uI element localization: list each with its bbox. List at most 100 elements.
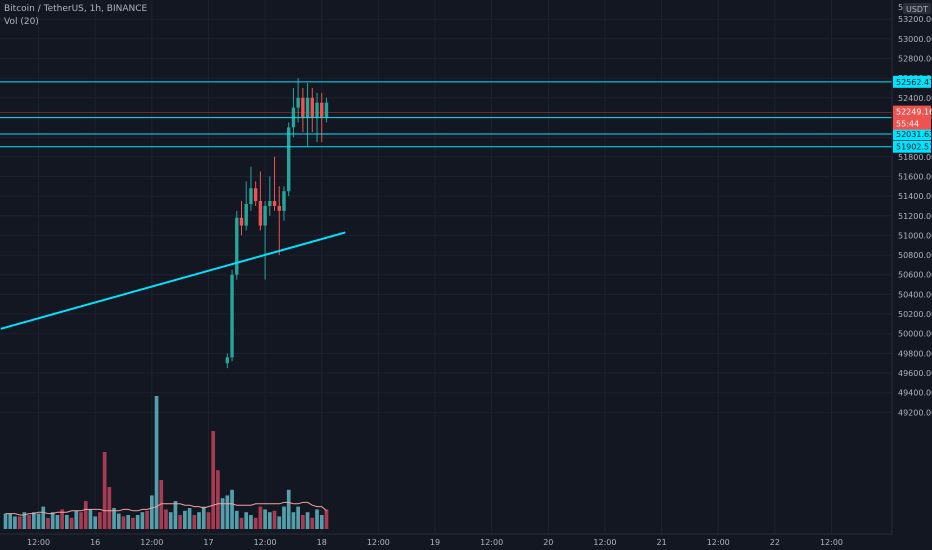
price-axis-bg [892, 0, 932, 550]
volume-bar [305, 512, 310, 529]
time-tick-label: 19 [430, 538, 440, 547]
volume-bar [93, 516, 98, 529]
price-level-tag-bg [893, 128, 931, 141]
volume-bar [286, 489, 291, 529]
price-tick-label: 50200.00 [898, 310, 932, 319]
price-tick-label: 51200.00 [898, 212, 932, 221]
volume-bar [216, 470, 220, 529]
volume-bar [41, 506, 46, 529]
price-tick-label: 49400.00 [898, 389, 932, 398]
price-level-tag-bg [893, 75, 931, 88]
volume-bar [8, 513, 13, 529]
volume-bar [88, 509, 93, 529]
volume-bar [277, 516, 282, 529]
candle-body [244, 203, 248, 226]
volume-bar [98, 512, 102, 529]
volume-bar [135, 515, 140, 529]
volume-bar [220, 498, 225, 529]
volume-bar [253, 517, 258, 529]
volume-bar [164, 509, 168, 529]
countdown-tag-bg [893, 117, 931, 130]
candle-body [324, 102, 329, 118]
volume-bar [121, 516, 126, 529]
volume-indicator-label: Vol (20) [4, 17, 39, 27]
price-tick-label: 52400.00 [898, 94, 932, 103]
volume-bar [22, 512, 27, 529]
countdown-tag: 55:44 [896, 120, 919, 129]
candle-body [287, 127, 291, 192]
price-tick-label: 51800.00 [898, 153, 932, 162]
volume-bar [263, 509, 267, 529]
volume-bar [140, 512, 145, 529]
price-level-tag: 52031.63 [896, 130, 932, 139]
candle-body [282, 191, 286, 211]
volume-ma-line [5, 501, 327, 516]
symbol-title: Bitcoin / TetherUS, 1h, BINANCE [4, 4, 148, 14]
price-tick-label: 49200.00 [898, 408, 932, 417]
volume-bar [102, 452, 107, 529]
candle-body [263, 205, 267, 226]
time-tick-label: 12:00 [480, 538, 503, 547]
volume-bar [27, 515, 31, 529]
price-tick-label: 50600.00 [898, 271, 932, 280]
volume-bar [65, 515, 69, 529]
price-tick-label: 49800.00 [898, 349, 932, 358]
price-tags: 52562.4752198.5052031.6351902.5152249.16… [893, 75, 932, 153]
price-level-tag: 52562.47 [896, 78, 932, 87]
current-price-tag-bg [893, 105, 931, 118]
volume-bar [230, 489, 234, 529]
volume-bar [211, 431, 216, 529]
unit-badge [903, 3, 931, 14]
volume-bar [282, 506, 286, 529]
candle-body [301, 97, 305, 118]
volume-bar [13, 516, 17, 529]
volume-bar [201, 506, 206, 529]
time-tick-label: 16 [90, 538, 100, 547]
volume-bar [55, 515, 60, 529]
time-tick-label: 12:00 [820, 538, 843, 547]
volume-bar [239, 517, 244, 529]
volume-bar [319, 515, 324, 529]
time-tick-label: 22 [770, 538, 780, 547]
time-tick-label: 17 [203, 538, 213, 547]
candle-body [249, 188, 253, 204]
candle-body [296, 97, 300, 108]
time-tick-label: 12:00 [27, 538, 50, 547]
price-tick-label: 53200.00 [898, 15, 932, 24]
volume-bar [244, 512, 249, 529]
price-axis[interactable]: 49200.00 49400.00 49600.00 49800.00 50000.00… [891, 0, 932, 550]
candle-body [225, 357, 230, 364]
price-tick-label: 50800.00 [898, 251, 932, 260]
unit-label: USDT [906, 5, 928, 14]
time-axis[interactable]: 12:00 16 12:00 17 12:00 18 12:00 19 12:00 20 12:00… [0, 533, 892, 547]
volume-bar [324, 509, 329, 529]
volume-bar [258, 506, 263, 529]
volume-bar [116, 513, 121, 529]
volume-bar [310, 517, 315, 529]
time-tick-label: 12:00 [254, 538, 277, 547]
price-tick-label: 53000.00 [898, 35, 932, 44]
volume-bar [296, 506, 300, 529]
volume-bar [50, 512, 55, 529]
price-tick-label: 51400.00 [898, 192, 932, 201]
volume-bars [3, 396, 329, 529]
price-level-tag-bg [893, 140, 931, 153]
time-tick-label: 12:00 [367, 538, 390, 547]
candle-body [310, 97, 314, 118]
volume-bar [79, 512, 83, 529]
volume-bar [46, 517, 50, 529]
candle-body [320, 102, 324, 118]
volume-bar [69, 517, 74, 529]
volume-bar [154, 396, 159, 529]
candle-body [239, 217, 244, 226]
candle-body [268, 201, 272, 206]
volume-bar [225, 495, 230, 529]
price-level-lines[interactable] [0, 81, 892, 148]
volume-bar [178, 515, 182, 529]
trend-line[interactable] [0, 231, 346, 330]
price-tick-label: 49600.00 [898, 369, 932, 378]
price-tick-label: 51000.00 [898, 231, 932, 240]
candle-body [315, 102, 319, 118]
